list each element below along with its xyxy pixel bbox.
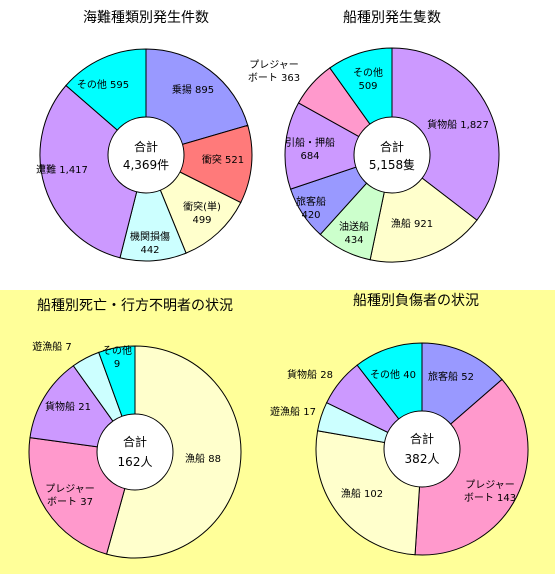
donut-hole (96, 413, 174, 491)
slice-label-1: プレジャーボート 37 (45, 483, 95, 508)
slice-label-1: 衝突 521 (202, 153, 244, 166)
total-label: 合計 (380, 139, 404, 154)
slice-label-6: その他 509 (353, 66, 383, 92)
total-label: 合計 (410, 431, 434, 446)
chart-title: 海難種類別発生件数 (83, 10, 209, 26)
total-value: 382人 (405, 452, 440, 466)
donut-hole (353, 116, 431, 194)
slice-label-3: 機関損傷 442 (130, 230, 170, 256)
pie-slice-1 (144, 124, 253, 204)
slice-label-0: 乗揚 895 (172, 83, 214, 96)
slice-label-0: 旅客船 52 (428, 370, 474, 383)
slice-label-0: 漁船 88 (185, 452, 221, 465)
slice-label-3: 遊漁船 17 (270, 405, 316, 418)
slice-label-0: 貨物船 1,827 (427, 118, 489, 131)
slice-label-3: 遊漁船 7 (32, 340, 72, 353)
pie-slice-0 (105, 345, 242, 559)
donut-hole (107, 116, 185, 194)
pie-slice-4 (39, 84, 147, 259)
slice-label-5: その他 40 (370, 368, 416, 381)
pie-slice-1 (414, 378, 529, 556)
slice-label-4: その他 9 (102, 344, 132, 370)
slice-label-4: 遭難 1,417 (36, 163, 88, 176)
slice-label-1: プレジャーボート 143 (464, 479, 516, 504)
total-label: 合計 (123, 434, 147, 449)
donut-hole (383, 410, 461, 488)
total-value: 162人 (118, 455, 153, 469)
chart-title: 船種別負傷者の状況 (353, 293, 479, 309)
slice-label-5: その他 595 (77, 78, 129, 91)
total-value: 4,369件 (123, 158, 169, 172)
slice-label-2: 衝突(単) 499 (183, 200, 221, 226)
slice-label-2: 漁船 102 (341, 487, 383, 500)
slice-label-3: 旅客船 420 (296, 195, 326, 221)
chart-title: 船種別発生隻数 (343, 10, 441, 26)
slice-label-5: プレジャーボート 363 (248, 59, 300, 84)
total-label: 合計 (134, 139, 158, 154)
slice-label-2: 油送船 434 (339, 220, 369, 246)
slice-label-4: 引船・押船 684 (285, 136, 335, 162)
total-value: 5,158隻 (369, 157, 415, 172)
slice-label-2: 貨物船 21 (45, 400, 91, 413)
slice-label-1: 漁船 921 (391, 217, 433, 230)
pie-slice-4 (284, 102, 394, 190)
chart-title: 船種別死亡・行方不明者の状況 (37, 298, 233, 314)
pie-slice-0 (391, 47, 500, 221)
slice-label-4: 貨物船 28 (287, 368, 333, 381)
